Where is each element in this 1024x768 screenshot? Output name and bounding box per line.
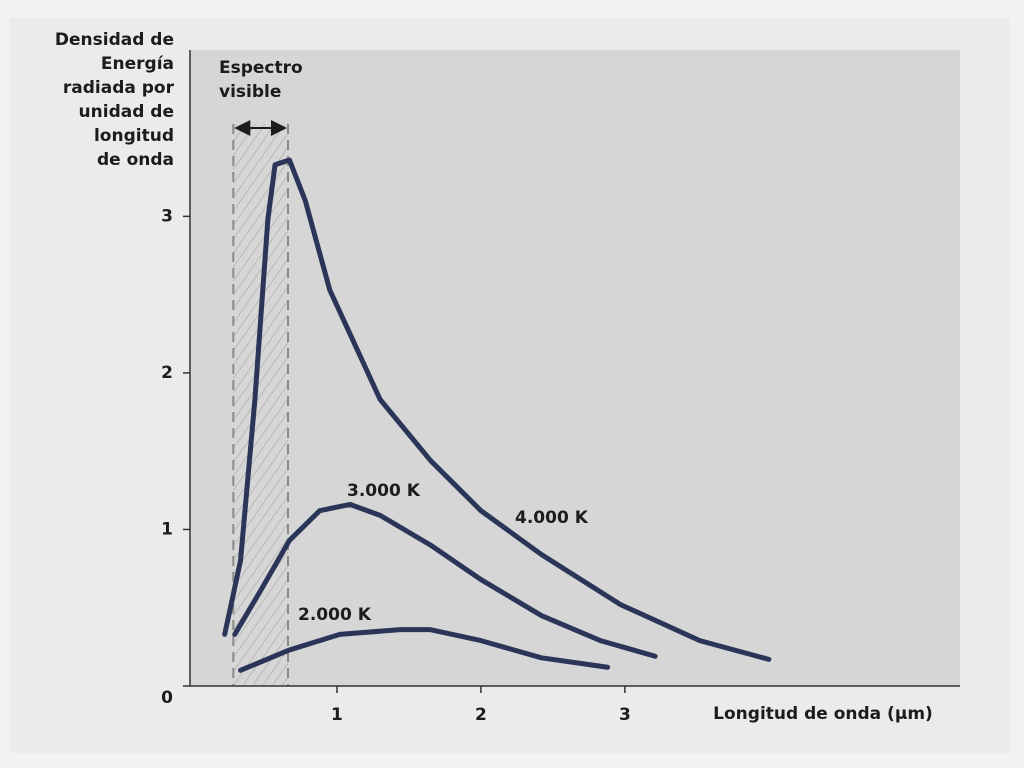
curve <box>232 501 658 659</box>
y-label-line: unidad de <box>78 102 174 122</box>
series-label: 2.000 K <box>298 605 372 625</box>
series-label: 4.000 K <box>515 508 589 528</box>
y-tick-label: 0 <box>161 688 173 708</box>
y-axis-label: Densidad de Energía radiada por unidad de lo… <box>55 28 174 172</box>
x-tick-label: 2 <box>475 705 487 725</box>
visible-label-line: visible <box>219 82 282 102</box>
x-tick-label: 3 <box>619 705 631 725</box>
visible-band <box>233 124 289 686</box>
x-axis-label: Longitud de onda (μm) <box>713 704 933 724</box>
y-label-line: de onda <box>96 150 174 170</box>
y-tick-label: 1 <box>161 519 173 539</box>
y-tick-label: 3 <box>161 206 173 226</box>
curve <box>238 627 611 673</box>
y-label-line: Energía <box>100 54 174 74</box>
x-tick-label: 1 <box>331 705 343 725</box>
plot-area <box>190 50 960 686</box>
visible-label-line: Espectro <box>219 58 303 78</box>
y-label-line: longitud <box>93 126 174 146</box>
y-label-line: radiada por <box>62 78 174 98</box>
visible-label: Espectro visible <box>219 56 303 104</box>
y-label-line: Densidad de <box>54 30 174 50</box>
curve <box>222 157 772 662</box>
y-tick-label: 2 <box>161 363 173 383</box>
series-label: 3.000 K <box>347 481 421 501</box>
